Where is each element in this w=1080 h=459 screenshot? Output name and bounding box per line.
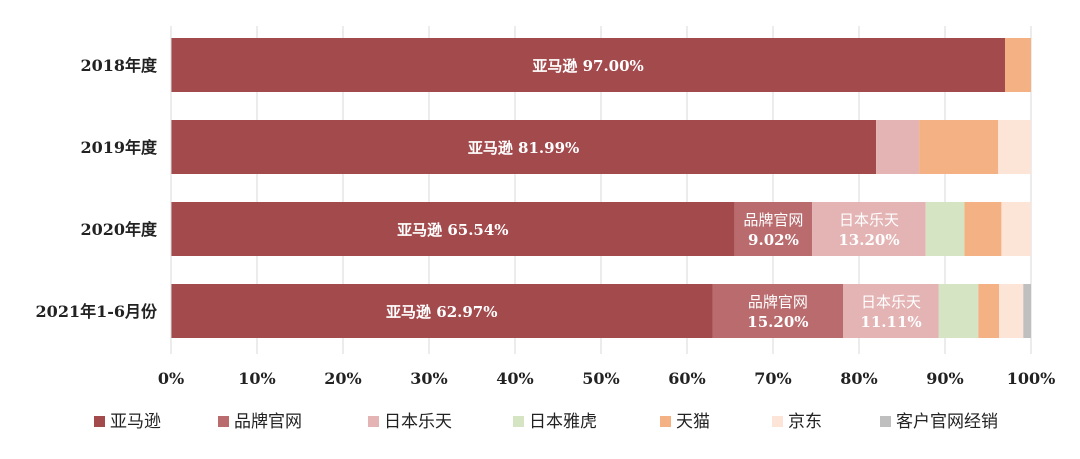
bar-segment: [998, 120, 1031, 174]
axes: 0% 10% 20% 30% 40% 50% 60% 70% 80% 90% 100% 2018年度 2…: [36, 26, 1056, 388]
category-label: 2021年1-6月份: [36, 302, 158, 321]
bar-segment: [919, 120, 999, 174]
data-label-name: 日本乐天: [839, 211, 899, 229]
x-tick-label: 80%: [840, 369, 877, 388]
legend: 亚马逊 品牌官网 日本乐天 日本雅虎 天猫 京东 客户官网经销: [94, 412, 998, 432]
legend-swatch: [368, 416, 379, 427]
legend-swatch: [218, 416, 229, 427]
x-tick-label: 40%: [496, 369, 533, 388]
bar-segment: [812, 202, 926, 256]
data-label-value: 13.20%: [838, 231, 899, 249]
category-label: 2020年度: [80, 220, 158, 239]
data-label-value: 9.02%: [748, 231, 799, 249]
x-tick-label: 20%: [324, 369, 361, 388]
bar-segment: [712, 284, 844, 338]
bar-segment: [171, 284, 713, 338]
bar-segment: [978, 284, 1000, 338]
x-tick-label: 60%: [668, 369, 705, 388]
data-label: 亚马逊 62.97%: [386, 303, 497, 321]
x-tick-label: 10%: [238, 369, 275, 388]
bar-segment: [925, 202, 965, 256]
bar-segment: [171, 202, 735, 256]
legend-swatch: [880, 416, 891, 427]
bar-segment: [1023, 284, 1031, 338]
x-tick-label: 100%: [1007, 369, 1056, 388]
legend-label: 品牌官网: [234, 412, 302, 432]
legend-swatch: [660, 416, 671, 427]
legend-label: 客户官网经销: [896, 412, 998, 432]
bars: 亚马逊 97.00% 亚马逊 81.99% 亚马逊 65.54% 品牌官网 9.02% 日…: [171, 38, 1031, 338]
data-label-value: 15.20%: [747, 313, 808, 331]
bar-segment: [734, 202, 813, 256]
bar-segment: [1001, 202, 1031, 256]
data-label: 亚马逊 65.54%: [397, 221, 508, 239]
category-label: 2019年度: [80, 138, 158, 157]
legend-label: 日本雅虎: [529, 412, 597, 432]
x-tick-label: 90%: [926, 369, 963, 388]
data-label-name: 品牌官网: [748, 293, 808, 311]
legend-label: 亚马逊: [110, 412, 161, 432]
x-tick-label: 0%: [158, 369, 184, 388]
category-label: 2018年度: [80, 56, 158, 75]
x-tick-label: 70%: [754, 369, 791, 388]
bar-segment: [999, 284, 1024, 338]
bar-segment: [964, 202, 1002, 256]
data-label-name: 日本乐天: [861, 293, 921, 311]
bar-segment: [876, 120, 920, 174]
data-label: 亚马逊 81.99%: [468, 139, 579, 157]
data-label-value: 11.11%: [860, 313, 921, 331]
bar-segment: [171, 38, 1006, 92]
legend-label: 日本乐天: [384, 412, 452, 432]
data-label: 亚马逊 97.00%: [532, 57, 643, 75]
data-label-name: 品牌官网: [743, 211, 803, 229]
x-tick-label: 30%: [410, 369, 447, 388]
bar-segment: [1005, 38, 1031, 92]
legend-swatch: [513, 416, 524, 427]
x-tick-label: 50%: [582, 369, 619, 388]
bar-segment: [843, 284, 939, 338]
legend-label: 天猫: [676, 412, 710, 432]
legend-swatch: [94, 416, 105, 427]
bar-segment: [171, 120, 877, 174]
legend-swatch: [772, 416, 783, 427]
bar-segment: [938, 284, 979, 338]
legend-label: 京东: [788, 412, 822, 432]
